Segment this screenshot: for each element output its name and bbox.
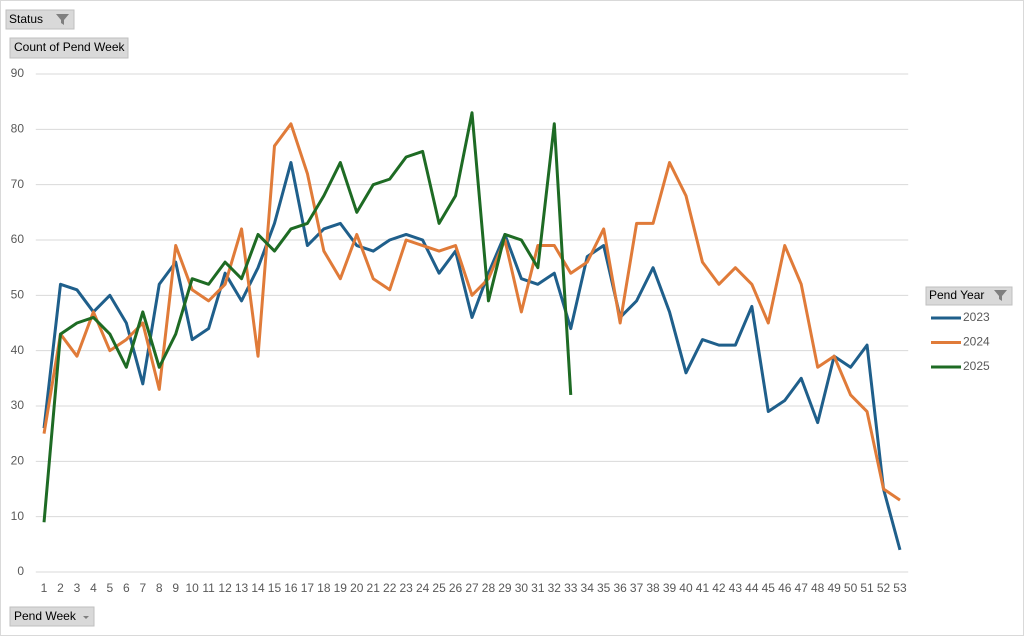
- x-tick-label: 37: [630, 581, 644, 595]
- x-tick-label: 45: [762, 581, 776, 595]
- y-tick-label: 40: [11, 343, 25, 357]
- x-label: Pend Week: [14, 609, 77, 623]
- y-tick-label: 30: [11, 398, 25, 412]
- x-tick-label: 44: [745, 581, 759, 595]
- x-tick-label: 50: [844, 581, 858, 595]
- filter-button[interactable]: Status: [5, 9, 75, 30]
- x-tick-label: 32: [548, 581, 562, 595]
- x-tick-label: 26: [449, 581, 463, 595]
- y-tick-label: 0: [17, 564, 24, 578]
- x-tick-label: 1: [41, 581, 48, 595]
- x-tick-label: 33: [564, 581, 578, 595]
- x-tick-label: 21: [367, 581, 381, 595]
- x-tick-label: 52: [877, 581, 891, 595]
- x-tick-label: 30: [515, 581, 529, 595]
- y-tick-label: 10: [11, 509, 25, 523]
- legend-label: 2024: [963, 335, 990, 349]
- x-tick-label: 16: [284, 581, 298, 595]
- legend-label: 2025: [963, 359, 990, 373]
- x-tick-label: 11: [202, 581, 215, 595]
- x-tick-label: 38: [646, 581, 660, 595]
- x-tick-label: 47: [795, 581, 809, 595]
- x-tick-label: 23: [399, 581, 413, 595]
- x-tick-label: 34: [581, 581, 595, 595]
- x-tick-label: 29: [498, 581, 512, 595]
- x-tick-label: 7: [139, 581, 146, 595]
- axis-field-button[interactable]: Pend Week: [9, 606, 95, 627]
- legend-label: 2023: [963, 310, 990, 324]
- x-tick-label: 13: [235, 581, 249, 595]
- x-tick-label: 39: [663, 581, 677, 595]
- x-tick-label: 9: [172, 581, 179, 595]
- x-tick-label: 2: [57, 581, 64, 595]
- value-field-button[interactable]: Count of Pend Week: [9, 37, 129, 59]
- x-tick-label: 4: [90, 581, 97, 595]
- y-tick-label: 60: [11, 232, 25, 246]
- x-tick-label: 48: [811, 581, 825, 595]
- x-tick-label: 40: [679, 581, 693, 595]
- line-series: [42, 161, 902, 551]
- x-tick-label: 28: [482, 581, 496, 595]
- legend-title: Pend Year: [929, 288, 984, 302]
- x-tick-label: 17: [301, 581, 315, 595]
- x-tick-label: 41: [696, 581, 710, 595]
- x-tick-label: 27: [465, 581, 479, 595]
- y-tick-label: 50: [11, 288, 25, 302]
- x-tick-label: 3: [74, 581, 81, 595]
- x-tick-label: 42: [712, 581, 726, 595]
- x-tick-label: 20: [350, 581, 364, 595]
- x-tick-label: 51: [860, 581, 874, 595]
- x-tick-label: 22: [383, 581, 397, 595]
- y-tick-label: 70: [11, 177, 25, 191]
- legend-field-button[interactable]: Pend Year: [925, 286, 1013, 306]
- x-tick-label: 12: [218, 581, 232, 595]
- x-tick-label: 49: [827, 581, 841, 595]
- x-tick-label: 14: [251, 581, 265, 595]
- x-tick-label: 6: [123, 581, 130, 595]
- x-tick-label: 46: [778, 581, 792, 595]
- x-tick-label: 24: [416, 581, 430, 595]
- x-tick-label: 8: [156, 581, 163, 595]
- x-tick-label: 19: [334, 581, 348, 595]
- x-tick-label: 53: [893, 581, 907, 595]
- x-tick-label: 25: [432, 581, 446, 595]
- x-tick-label: 18: [317, 581, 331, 595]
- x-tick-label: 15: [268, 581, 282, 595]
- filter-label: Status: [9, 12, 43, 26]
- y-tick-label: 80: [11, 122, 25, 136]
- y-tick-label: 20: [11, 454, 25, 468]
- value-label: Count of Pend Week: [14, 40, 126, 54]
- line-series: [42, 122, 901, 502]
- line-series: [42, 111, 573, 523]
- x-tick-label: 31: [531, 581, 545, 595]
- x-tick-label: 43: [729, 581, 743, 595]
- x-tick-label: 35: [597, 581, 611, 595]
- x-tick-label: 36: [613, 581, 627, 595]
- x-tick-label: 5: [107, 581, 114, 595]
- y-tick-label: 90: [11, 66, 25, 80]
- x-tick-label: 10: [185, 581, 199, 595]
